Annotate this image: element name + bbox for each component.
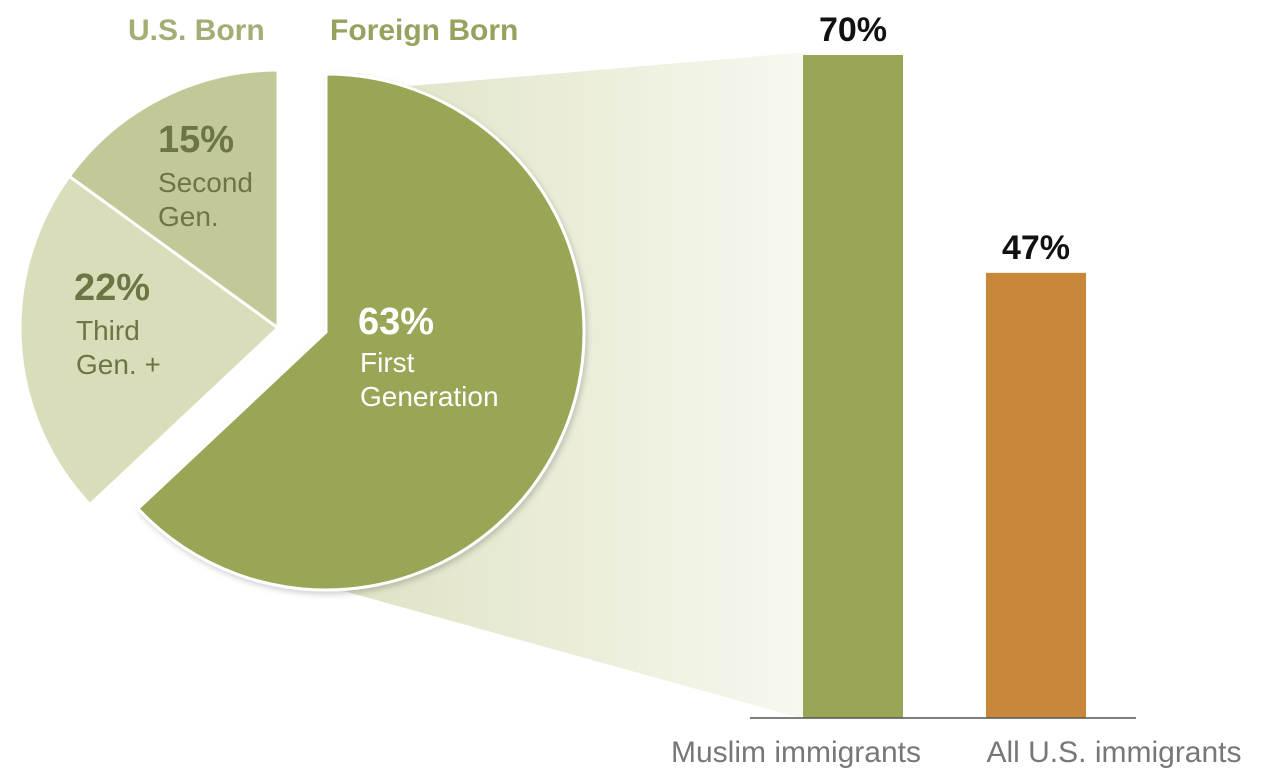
pie-slices [18,68,586,592]
pie-slice-first-gen [135,72,586,592]
bar-series: 70% 47% [803,11,1086,718]
slice-name-third-gen-line1: Third [76,315,140,346]
group-label-foreign-born: Foreign Born [330,14,518,47]
slice-label-first-gen: 63% First Generation [358,301,499,412]
bar-category-label-all-us-immigrants: All U.S. immigrants [986,736,1241,769]
slice-name-first-gen-line1: First [360,347,415,378]
slice-label-third-gen: 22% Third Gen. + [74,267,161,380]
bar-value-label-muslim-immigrants: 70% [819,11,887,49]
pie-slice-second-gen [67,68,280,331]
group-label-us-born: U.S. Born [128,14,265,47]
slice-percent-third-gen: 22% [74,267,150,309]
bar-muslim-immigrants [803,55,903,718]
bar-value-label-all-us-immigrants: 47% [1002,229,1070,267]
slice-label-second-gen: 15% Second Gen. [158,119,253,232]
bar-category-label-muslim-immigrants: Muslim immigrants [671,736,921,769]
slice-name-third-gen-line2: Gen. + [76,349,161,380]
pie-slice-third-gen [18,174,281,507]
slice-name-first-gen-line2: Generation [360,381,499,412]
slice-percent-first-gen: 63% [358,301,434,343]
slice-name-second-gen-line1: Second [158,167,253,198]
bar-all-us-immigrants [986,272,1086,718]
slice-name-second-gen-line2: Gen. [158,201,219,232]
slice-percent-second-gen: 15% [158,119,234,161]
